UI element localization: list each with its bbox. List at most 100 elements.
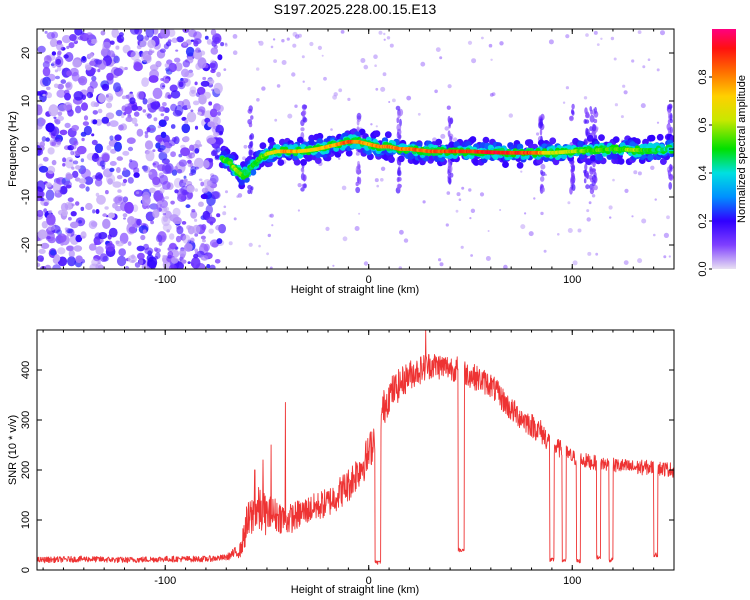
noise-cell: [208, 158, 214, 163]
noise-cell: [37, 255, 44, 262]
noise-cell: [170, 200, 175, 205]
spike-cell: [396, 176, 400, 183]
noise-cell: [171, 257, 179, 264]
snr-panel: -100 0 100 0 100 200 300 400 Height of straigh…: [7, 329, 675, 596]
ridge-halo: [596, 154, 604, 161]
noise-cell: [136, 245, 145, 252]
ridge-halo: [660, 158, 667, 166]
background-cell: [274, 118, 278, 122]
noise-cell: [51, 141, 57, 147]
noise-cell: [95, 209, 100, 214]
background-cell: [258, 244, 261, 248]
background-cell: [633, 170, 638, 175]
spectrogram-x-label: Height of straight line (km): [291, 284, 419, 296]
noise-cell: [216, 213, 221, 218]
noise-cell: [78, 178, 87, 184]
background-cell: [380, 166, 386, 171]
noise-cell: [197, 111, 202, 116]
noise-cell: [129, 97, 136, 105]
noise-cell: [105, 112, 115, 120]
noise-cell: [176, 169, 183, 174]
spectrogram-x-axis: -100 0 100: [42, 29, 675, 286]
spike-cell: [593, 118, 598, 124]
noise-cell: [42, 156, 49, 162]
noise-cell: [145, 29, 155, 38]
background-cell: [499, 41, 504, 46]
noise-cell: [80, 158, 85, 163]
noise-cell: [144, 131, 149, 135]
background-cell: [456, 192, 461, 197]
noise-cell: [37, 262, 41, 267]
noise-cell: [172, 110, 183, 117]
x-tick-label: -100: [154, 274, 176, 286]
noise-cell: [80, 206, 85, 211]
noise-cell: [145, 150, 155, 162]
noise-cell: [65, 82, 71, 88]
background-cell: [668, 255, 671, 258]
spike-cell: [588, 174, 593, 180]
noise-cell: [60, 79, 67, 84]
background-cell: [487, 230, 490, 232]
noise-cell: [109, 120, 119, 127]
ridge-halo: [316, 138, 324, 145]
noise-cell: [129, 29, 140, 35]
noise-cell: [150, 101, 161, 110]
spike-cell: [593, 185, 598, 191]
spectrogram-heatmap: [37, 29, 674, 269]
noise-cell: [57, 83, 64, 90]
background-cell: [567, 228, 573, 233]
background-cell: [276, 84, 281, 88]
noise-cell: [63, 180, 72, 188]
noise-cell: [185, 46, 195, 57]
noise-cell: [194, 248, 199, 252]
noise-cell: [116, 175, 123, 180]
spike-cell: [396, 131, 400, 139]
noise-cell: [210, 174, 219, 184]
noise-cell: [57, 115, 64, 121]
noise-cell: [131, 254, 135, 259]
ridge-halo: [469, 136, 477, 143]
noise-cell: [106, 145, 112, 151]
noise-cell: [102, 218, 111, 229]
noise-cell: [72, 59, 82, 68]
background-cell: [272, 38, 276, 41]
background-cell: [267, 233, 271, 238]
noise-cell: [190, 237, 195, 243]
background-cell: [620, 115, 624, 119]
noise-cell: [73, 245, 83, 252]
noise-cell: [126, 137, 136, 144]
noise-cell: [69, 221, 79, 229]
noise-cell: [61, 35, 72, 44]
background-cell: [508, 113, 513, 118]
noise-cell: [183, 136, 190, 142]
background-cell: [624, 188, 629, 193]
spike-cell: [449, 117, 454, 124]
noise-cell: [137, 252, 145, 260]
background-cell: [650, 165, 655, 170]
noise-cell: [152, 149, 156, 153]
ridge-halo: [656, 133, 664, 141]
spike-cell: [540, 176, 545, 182]
noise-cell: [75, 150, 82, 155]
spike-cell: [669, 163, 672, 171]
noise-cell: [82, 121, 89, 126]
noise-cell: [208, 101, 213, 106]
noise-cell: [200, 193, 208, 200]
noise-cell: [99, 160, 106, 167]
y-tick-label: -20: [20, 237, 32, 253]
background-cell: [485, 256, 491, 261]
noise-cell: [95, 118, 103, 126]
background-cell: [447, 84, 452, 89]
background-cell: [586, 209, 590, 213]
noise-cell: [142, 229, 147, 234]
y-tick-label: 100: [20, 511, 32, 529]
background-cell: [470, 208, 476, 213]
noise-cell: [57, 66, 62, 72]
snr-x-axis: -100 0 100: [42, 330, 675, 587]
noise-cell: [144, 133, 149, 139]
spike-cell: [667, 119, 671, 125]
background-cell: [294, 34, 300, 39]
spike-cell: [669, 126, 674, 134]
background-cell: [460, 245, 464, 249]
noise-cell: [81, 102, 88, 111]
